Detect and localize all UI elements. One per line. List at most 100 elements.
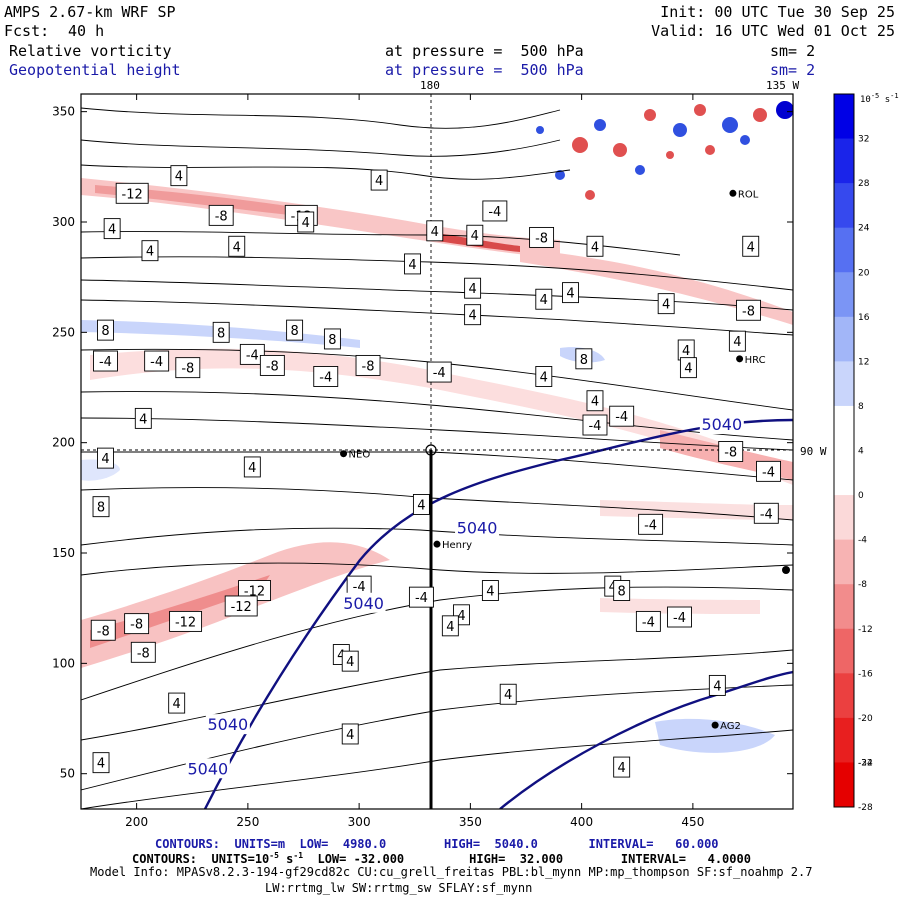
vorticity-label-box xyxy=(355,354,381,376)
colorbar-label: 12 xyxy=(858,357,869,367)
vorticity-label-text: 4 xyxy=(566,287,574,302)
vorticity-negative-band xyxy=(520,248,793,325)
vorticity-label-box xyxy=(718,441,744,462)
height-label-bg xyxy=(205,714,250,735)
y-tick-label: 50 xyxy=(60,767,75,781)
x-tick-label: 450 xyxy=(681,815,704,829)
vorticity-label-text: -8 xyxy=(724,446,737,461)
vorticity-label-text: -8 xyxy=(130,618,143,633)
vorticity-contour-label: 8 xyxy=(323,328,341,350)
vorticity-contour-label: 4 xyxy=(341,650,359,672)
colorbar-label: -4 xyxy=(858,536,867,546)
vorticity-label-text: 4 xyxy=(139,412,147,427)
vorticity-contour-label: -8 xyxy=(208,204,234,226)
vorticity-contour-label: 4 xyxy=(679,357,697,379)
colorbar-label: -28 xyxy=(858,803,873,813)
colorbar-swatch xyxy=(834,405,854,451)
height-contour-label: 5040 xyxy=(207,715,248,734)
vorticity-label-text: 4 xyxy=(346,655,354,670)
vorticity-label-box xyxy=(609,405,635,427)
field-height-level: at pressure = 500 hPa xyxy=(385,61,584,79)
vorticity-label-box xyxy=(92,496,110,518)
vorticity-contour-label: -12 xyxy=(115,182,149,204)
vorticity-label-text: 8 xyxy=(101,324,109,339)
vorticity-label-box xyxy=(93,350,118,372)
terrain-vorticity-noise xyxy=(536,101,793,200)
station-marker xyxy=(729,189,737,197)
vorticity-label-box xyxy=(412,494,430,515)
colorbar-swatch xyxy=(834,717,854,763)
init-time: Init: 00 UTC Tue 30 Sep 25 xyxy=(660,3,895,21)
longitude-180-label: 180 xyxy=(420,79,440,92)
vorticity-label-box xyxy=(582,414,608,436)
vorticity-label-text: 4 xyxy=(591,395,599,410)
vorticity-contour-label: 8 xyxy=(613,580,631,601)
vorticity-label-box xyxy=(134,407,152,429)
y-tick-label: 150 xyxy=(52,546,75,560)
vorticity-label-text: 4 xyxy=(733,335,741,350)
vorticity-label-text: -12 xyxy=(231,600,252,615)
footer-vort-exp: -5 xyxy=(269,851,279,860)
vorticity-label-text: -4 xyxy=(433,366,446,381)
colorbar-swatch xyxy=(834,316,854,362)
vorticity-label-box xyxy=(535,288,553,310)
colorbar-label: 28 xyxy=(858,179,870,189)
colorbar-frame xyxy=(833,93,855,808)
y-tick-label: 100 xyxy=(52,656,75,670)
vorticity-label-text: 4 xyxy=(468,282,476,297)
vorticity-label-text: 4 xyxy=(337,649,345,664)
vorticity-label-text: -4 xyxy=(488,205,501,220)
vorticity-label-box xyxy=(441,615,459,637)
vorticity-label-text: 4 xyxy=(486,585,494,600)
vorticity-label-text: 4 xyxy=(540,293,548,308)
colorbar-label: -32 xyxy=(858,758,873,768)
vorticity-label-text: -4 xyxy=(319,370,332,385)
vorticity-label-box xyxy=(635,610,661,632)
vorticity-contour-label: -4 xyxy=(638,513,664,535)
field-vorticity-name: Relative vorticity xyxy=(9,42,172,60)
vorticity-label-text: -8 xyxy=(362,359,375,374)
colorbar-label: 4 xyxy=(858,447,864,457)
forecast-label: Fcst: xyxy=(4,22,50,40)
vorticity-negative-band xyxy=(600,598,760,614)
vorticity-contour-label: -4 xyxy=(239,343,265,365)
colorbar-label: -24 xyxy=(858,758,873,768)
height-contour-label: 5040 xyxy=(701,415,742,434)
vorticity-label-text: 4 xyxy=(431,225,439,240)
vorticity-label-box xyxy=(667,606,692,628)
vorticity-contour-label: -8 xyxy=(175,357,201,379)
vorticity-contour-label: 4 xyxy=(464,277,482,299)
vorticity-contour-label: -4 xyxy=(635,610,661,632)
height-contour-5040 xyxy=(499,670,793,809)
vorticity-label-text: 4 xyxy=(471,229,479,244)
station-label: ROL xyxy=(738,189,759,200)
vorticity-contour-label: 4 xyxy=(341,723,359,745)
vorticity-label-text: 4 xyxy=(346,728,354,743)
vorticity-label-text: -4 xyxy=(588,419,601,434)
model-title: AMPS 2.67-km WRF SP xyxy=(4,3,176,21)
vorticity-label-box xyxy=(638,513,664,535)
vorticity-label-text: -4 xyxy=(246,348,259,363)
crosshair-center-marker xyxy=(425,444,437,456)
vorticity-label-text: 4 xyxy=(662,298,670,313)
vorticity-contour-label: 4 xyxy=(441,615,459,637)
colorbar-swatch xyxy=(834,227,854,273)
vorticity-label-text: -4 xyxy=(642,615,655,630)
colorbar-swatch xyxy=(834,628,854,674)
vorticity-contour-label: 8 xyxy=(97,319,114,341)
vorticity-label-text: -4 xyxy=(353,580,366,595)
vorticity-label-text: 8 xyxy=(328,333,336,348)
longitude-135w-label: 135 W xyxy=(766,79,800,92)
vorticity-label-box xyxy=(124,613,150,635)
vorticity-label-box xyxy=(756,460,781,482)
vorticity-label-box xyxy=(613,580,631,601)
colorbar-swatch xyxy=(834,361,854,407)
colorbar-unit-s: s xyxy=(879,95,891,105)
vorticity-contour-label: 8 xyxy=(92,496,110,518)
vorticity-label-box xyxy=(175,357,201,379)
vorticity-label-text: -4 xyxy=(673,611,686,626)
vorticity-label-text: 4 xyxy=(618,761,626,776)
vorticity-contour-label: 8 xyxy=(575,348,593,370)
vorticity-label-box xyxy=(103,218,121,240)
footer-vort-prefix: CONTOURS: UNITS=10 xyxy=(132,852,270,866)
